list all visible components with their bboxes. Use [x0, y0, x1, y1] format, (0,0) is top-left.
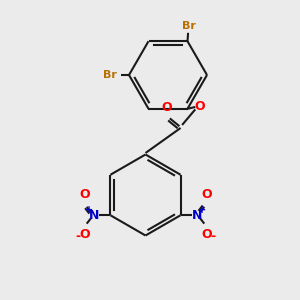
Text: O: O — [79, 188, 90, 202]
Text: -: - — [75, 230, 80, 243]
Text: O: O — [201, 188, 212, 202]
Text: -: - — [211, 230, 216, 243]
Text: O: O — [195, 100, 206, 113]
Text: O: O — [201, 228, 212, 241]
Text: N: N — [89, 209, 99, 222]
Text: O: O — [161, 100, 172, 114]
Text: N: N — [192, 209, 202, 222]
Text: O: O — [79, 228, 90, 241]
Text: Br: Br — [182, 21, 196, 31]
Text: +: + — [85, 206, 94, 215]
Text: +: + — [197, 206, 206, 215]
Text: Br: Br — [103, 70, 117, 80]
